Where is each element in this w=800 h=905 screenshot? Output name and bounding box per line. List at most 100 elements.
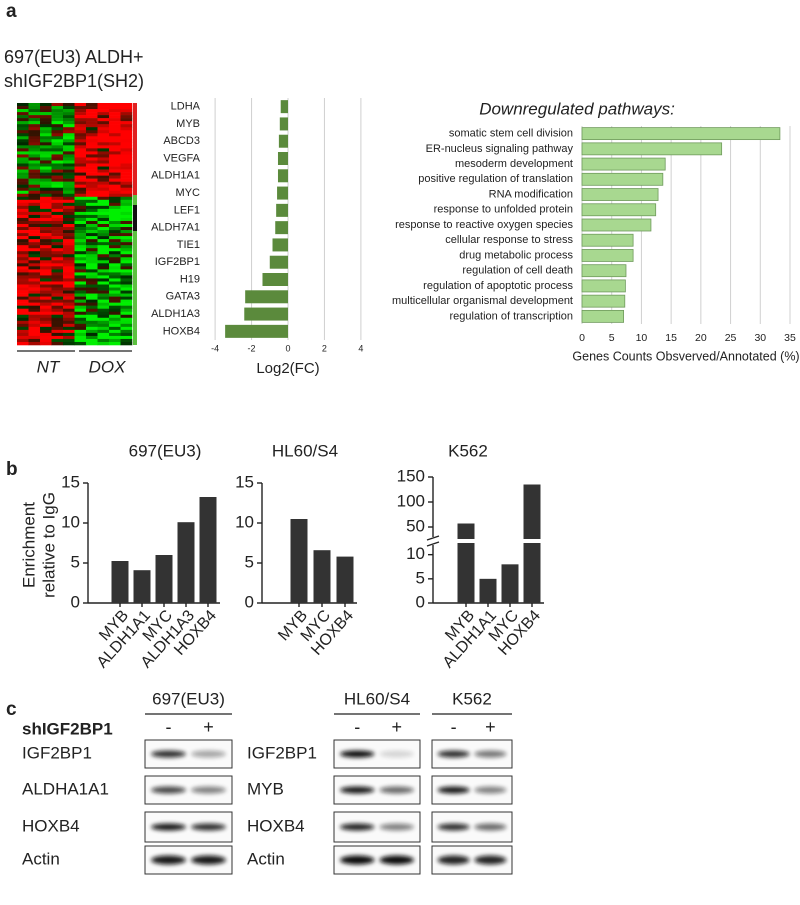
heatmap-cell <box>120 199 133 204</box>
heatmap-cell <box>74 208 87 213</box>
heatmap-cell <box>97 338 110 343</box>
y-tick-label: 10 <box>235 512 254 531</box>
heatmap-cell <box>120 127 133 131</box>
heatmap-cell <box>74 106 87 110</box>
heatmap-cell <box>63 263 75 267</box>
heatmap-cell <box>40 187 52 192</box>
western-blots: shIGF2BP1 697(EU3) - + IGF2BP1 ALDHA1A1 HOXB4 A… <box>22 689 513 875</box>
heatmap-cell <box>40 202 52 207</box>
heatmap-cell <box>40 211 52 216</box>
heatmap-cell <box>86 112 98 116</box>
heatmap-cell <box>40 157 52 161</box>
cell-line: 697(EU3) <box>152 689 225 708</box>
heatmap-cell <box>51 311 64 316</box>
heatmap-cell <box>40 299 52 303</box>
heatmap-cell <box>97 163 110 167</box>
heatmap-cell <box>120 341 133 346</box>
heatmap-cell <box>63 166 75 170</box>
heatmap-cell <box>17 199 29 204</box>
heatmap-cell <box>51 326 64 331</box>
heatmap-cell <box>120 142 133 146</box>
bar <box>277 169 288 183</box>
x-tick-label: 0 <box>579 332 585 344</box>
heatmap-cell <box>63 103 75 107</box>
heatmap-cell <box>51 109 64 113</box>
heatmap-cell <box>120 103 133 107</box>
heatmap-cell <box>28 196 41 201</box>
heatmap-cell <box>86 320 98 325</box>
heatmap-cell <box>97 335 110 340</box>
heatmap-cell <box>17 157 29 161</box>
heatmap-cell <box>51 266 64 270</box>
heatmap-cell <box>63 284 75 288</box>
band <box>437 786 470 794</box>
heatmap-cell <box>120 148 133 152</box>
y-tick-label: drug metabolic process <box>459 249 573 261</box>
row-label: MYB <box>247 779 284 798</box>
heatmap-cell <box>17 196 29 201</box>
heatmap-cell <box>86 284 98 288</box>
heatmap-cell <box>120 160 133 164</box>
heatmap-cell <box>63 220 75 225</box>
heatmap-cell <box>74 151 87 155</box>
y-tick-label: GATA3 <box>166 291 200 303</box>
heatmap-cell <box>28 214 41 219</box>
heatmap-cell <box>97 254 110 258</box>
heatmap-cell <box>17 269 29 273</box>
heatmap-cell <box>97 133 110 137</box>
band <box>340 823 375 831</box>
heatmap-cell <box>86 224 98 228</box>
heatmap-cell <box>17 281 29 285</box>
heatmap-cell <box>97 142 110 146</box>
heatmap-cell <box>97 154 110 158</box>
heatmap-cell <box>28 208 41 213</box>
heatmap-cell <box>17 103 29 107</box>
heatmap-cell <box>17 224 29 228</box>
band <box>151 823 186 831</box>
cell-line: HL60/S4 <box>344 689 410 708</box>
heatmap-cell <box>51 245 64 249</box>
y-tick-label: TIE1 <box>177 239 200 251</box>
heatmap-cell <box>40 172 52 176</box>
heatmap-cell <box>97 118 110 122</box>
heatmap-cell <box>86 314 98 319</box>
heatmap-cell <box>74 302 87 306</box>
heatmap-cell <box>40 293 52 297</box>
bar <box>225 324 288 338</box>
heatmap-cell <box>120 257 133 261</box>
heatmap-cell <box>74 236 87 240</box>
heatmap-cell <box>86 302 98 306</box>
heatmap-cell <box>86 287 98 291</box>
heatmap-cell <box>51 163 64 167</box>
heatmap-cell <box>97 166 110 170</box>
y-axis-label: Enrichment <box>19 502 38 588</box>
heatmap-cell <box>74 205 87 210</box>
heatmap-cell <box>109 112 121 116</box>
heatmap-cell <box>40 320 52 325</box>
heatmap-cell <box>51 124 64 128</box>
heatmap-cell <box>40 190 52 195</box>
heatmap-cell <box>63 202 75 207</box>
heatmap-cell <box>51 199 64 204</box>
y-tick-label: LDHA <box>171 101 201 113</box>
heatmap-cell <box>40 230 52 234</box>
bar <box>111 561 129 603</box>
heatmap-cell <box>28 287 41 291</box>
heatmap-cell <box>63 151 75 155</box>
bar <box>269 255 288 269</box>
heatmap-cell <box>97 230 110 234</box>
y-tick-label: 0 <box>71 592 80 611</box>
heatmap-cell <box>74 118 87 122</box>
heatmap-cell <box>40 263 52 267</box>
heatmap-cell <box>97 245 110 249</box>
heatmap-cell <box>74 136 87 140</box>
heatmap-cell <box>97 320 110 325</box>
heatmap-cell <box>109 239 121 243</box>
heatmap-cell <box>86 341 98 346</box>
lane-sign: + <box>392 717 403 737</box>
heatmap-cell <box>63 254 75 258</box>
heatmap-cell <box>97 202 110 207</box>
heatmap-cell <box>120 227 133 231</box>
heatmap-cell <box>109 121 121 125</box>
bar <box>523 484 541 603</box>
